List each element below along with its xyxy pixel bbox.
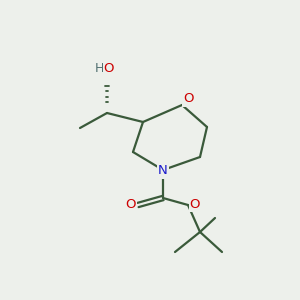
- Text: N: N: [158, 164, 168, 178]
- Text: O: O: [190, 197, 200, 211]
- Text: H: H: [94, 61, 104, 74]
- Text: O: O: [183, 92, 193, 106]
- Text: O: O: [126, 199, 136, 212]
- Text: O: O: [104, 61, 114, 74]
